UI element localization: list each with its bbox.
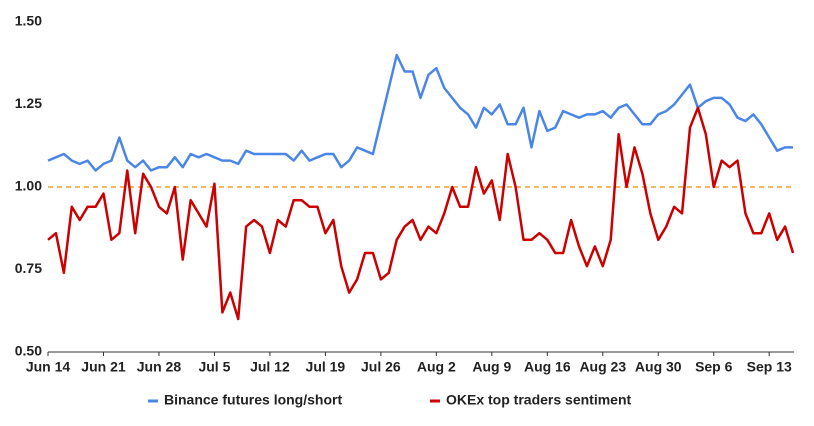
series-line	[47, 106, 795, 321]
x-tick-label: Jun 21	[81, 359, 126, 375]
x-tick-label: Jul 26	[361, 359, 401, 375]
y-tick-label: 1.50	[15, 13, 42, 29]
x-tick-label: Aug 9	[472, 359, 511, 375]
x-tick-label: Jul 5	[198, 359, 230, 375]
legend-label: OKEx top traders sentiment	[446, 392, 631, 408]
x-tick-label: Sep 13	[747, 359, 792, 375]
x-tick-label: Aug 23	[579, 359, 626, 375]
series-line	[47, 53, 793, 172]
x-tick-label: Aug 16	[524, 359, 571, 375]
y-tick-label: 1.25	[15, 95, 42, 111]
y-tick-label: 1.00	[15, 178, 42, 194]
x-tick-label: Jun 28	[137, 359, 182, 375]
x-tick-label: Jun 14	[26, 359, 71, 375]
legend-label: Binance futures long/short	[164, 392, 342, 408]
x-tick-label: Jul 12	[250, 359, 290, 375]
x-tick-label: Aug 30	[635, 359, 682, 375]
x-tick-label: Jul 19	[306, 359, 346, 375]
x-tick-label: Aug 2	[417, 359, 456, 375]
y-tick-label: 0.50	[15, 343, 42, 359]
x-tick-label: Sep 6	[695, 359, 733, 375]
y-tick-label: 0.75	[15, 260, 42, 276]
